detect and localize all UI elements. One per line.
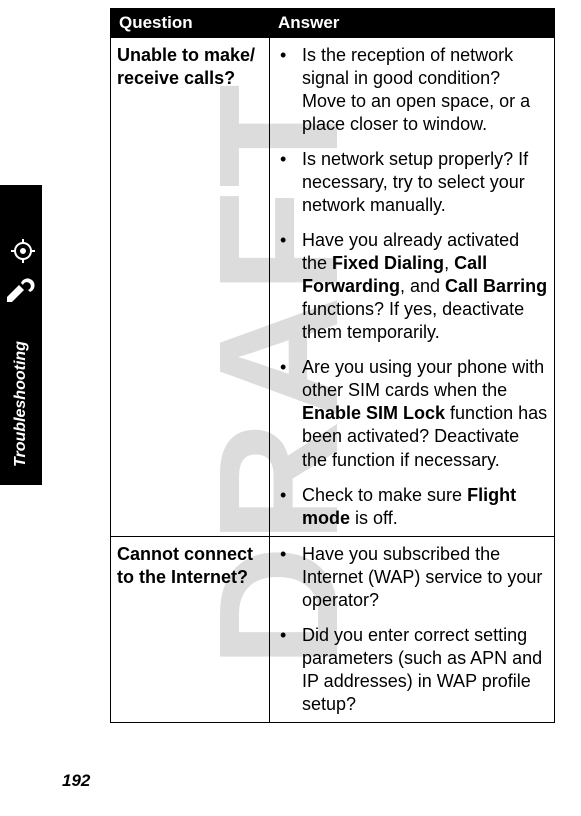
header-question: Question <box>111 9 270 38</box>
wrench-crosshair-icon <box>0 235 42 307</box>
table-row: Unable to make/ receive calls? Is the re… <box>111 38 555 537</box>
table-header-row: Question Answer <box>111 9 555 38</box>
sidebar-label: Troubleshooting <box>12 341 30 467</box>
header-answer: Answer <box>270 9 555 38</box>
table-row: Cannot connect to the Internet? Have you… <box>111 536 555 722</box>
question-cell: Cannot connect to the Internet? <box>111 536 270 722</box>
troubleshooting-table: Question Answer Unable to make/ receive … <box>110 8 555 723</box>
list-item: Is network setup properly? If necessary,… <box>296 148 548 217</box>
list-item: Did you enter correct setting parameters… <box>296 624 548 716</box>
list-item: Are you using your phone with other SIM … <box>296 356 548 471</box>
answer-list: Have you subscribed the Internet (WAP) s… <box>276 543 548 716</box>
answer-cell: Have you subscribed the Internet (WAP) s… <box>270 536 555 722</box>
question-cell: Unable to make/ receive calls? <box>111 38 270 537</box>
answer-list: Is the reception of network signal in go… <box>276 44 548 530</box>
page-number: 192 <box>62 771 90 791</box>
list-item: Have you already activated the Fixed Dia… <box>296 229 548 344</box>
list-item: Check to make sure Flight mode is off. <box>296 484 548 530</box>
list-item: Have you subscribed the Internet (WAP) s… <box>296 543 548 612</box>
sidebar-tab: Troubleshooting <box>0 185 42 485</box>
answer-cell: Is the reception of network signal in go… <box>270 38 555 537</box>
list-item: Is the reception of network signal in go… <box>296 44 548 136</box>
